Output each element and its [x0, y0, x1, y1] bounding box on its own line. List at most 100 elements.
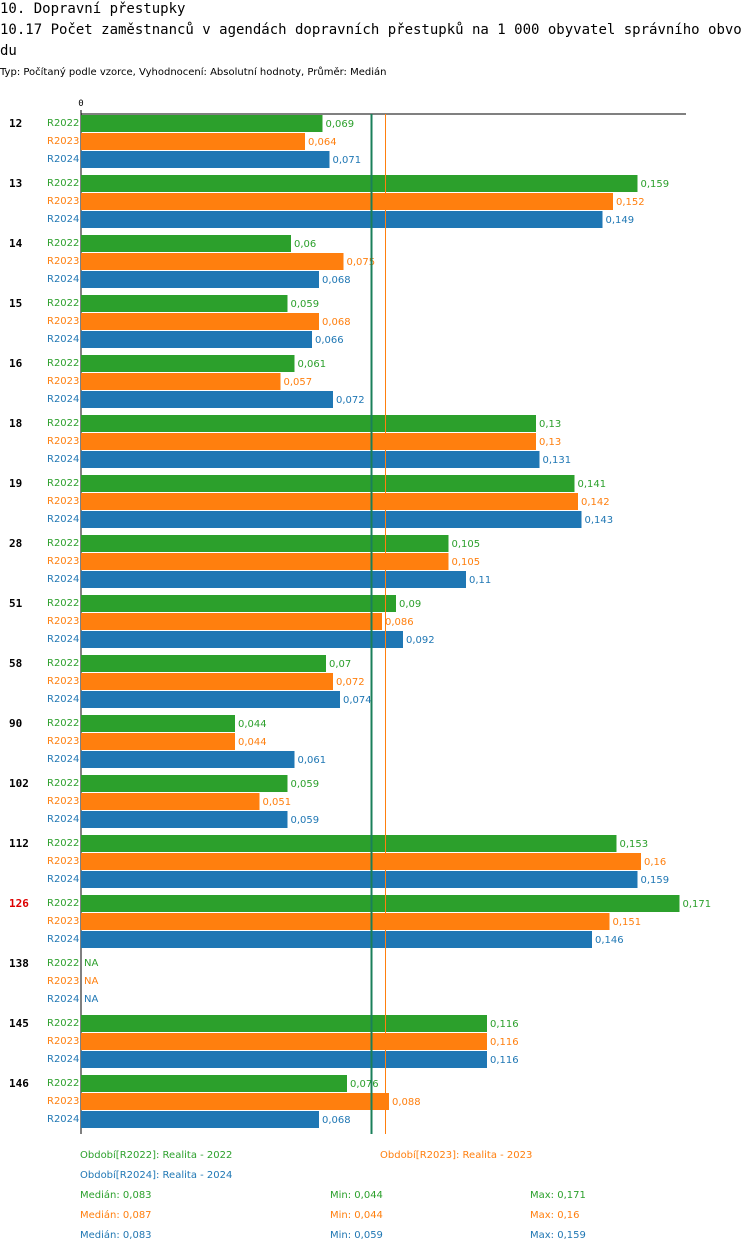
series-label: R2023: [47, 136, 79, 147]
bar: [81, 691, 340, 708]
legend-period-r2022: Období[R2022]: Realita - 2022: [80, 1150, 233, 1161]
chart-subtitle: 10.17 Počet zaměstnanců v agendách dopra…: [0, 22, 742, 59]
value-label: 0,044: [238, 737, 267, 748]
category-label: 12: [9, 117, 22, 130]
bar: [81, 115, 323, 132]
series-label: R2024: [47, 454, 79, 465]
bar: [81, 511, 582, 528]
chart-meta: Typ: Počítaný podle vzorce, Vyhodnocení:…: [0, 67, 387, 78]
series-label: R2024: [47, 994, 79, 1005]
series-label: R2022: [47, 838, 79, 849]
series-label: R2022: [47, 418, 79, 429]
bar: [81, 271, 319, 288]
value-label: 0,13: [539, 437, 561, 448]
bar: [81, 175, 638, 192]
series-label: R2023: [47, 676, 79, 687]
series-label: R2023: [47, 736, 79, 747]
bar: [81, 595, 396, 612]
stat-median-r2023: Medián: 0,087: [80, 1210, 152, 1221]
value-label: 0,069: [326, 119, 355, 130]
value-label: 0,153: [620, 839, 649, 850]
value-label: 0,152: [616, 197, 645, 208]
series-label: R2024: [47, 874, 79, 885]
series-label: R2023: [47, 436, 79, 447]
bar: [81, 715, 235, 732]
value-label: 0,142: [581, 497, 610, 508]
category-label: 19: [9, 477, 22, 490]
stat-median-r2024: Medián: 0,083: [80, 1230, 152, 1241]
value-label: 0,105: [452, 557, 481, 568]
bar: [81, 535, 449, 552]
value-label: 0,072: [336, 677, 365, 688]
stat-max-r2023: Max: 0,16: [530, 1210, 580, 1221]
page-title: 10. Dopravní přestupky: [0, 1, 186, 17]
series-label: R2022: [47, 958, 79, 969]
value-label: 0,064: [308, 137, 337, 148]
series-label: R2024: [47, 514, 79, 525]
value-label: 0,044: [238, 719, 267, 730]
bar: [81, 1111, 319, 1128]
bar: [81, 193, 613, 210]
legend-period-r2024: Období[R2024]: Realita - 2024: [80, 1170, 233, 1181]
series-label: R2023: [47, 256, 79, 267]
series-label: R2022: [47, 298, 79, 309]
series-label: R2022: [47, 118, 79, 129]
bar: [81, 295, 288, 312]
value-label: 0,059: [291, 815, 320, 826]
value-label: NA: [84, 994, 98, 1005]
series-label: R2023: [47, 976, 79, 987]
series-label: R2022: [47, 658, 79, 669]
value-label: 0,072: [336, 395, 365, 406]
bar: [81, 871, 638, 888]
series-label: R2023: [47, 616, 79, 627]
series-label: R2023: [47, 556, 79, 567]
category-label: 90: [9, 717, 22, 730]
value-label: NA: [84, 958, 98, 969]
series-label: R2023: [47, 1096, 79, 1107]
bar: [81, 475, 575, 492]
category-label: 16: [9, 357, 23, 370]
series-label: R2022: [47, 358, 79, 369]
value-label: 0,06: [294, 239, 316, 250]
series-label: R2023: [47, 376, 79, 387]
bar: [81, 1075, 347, 1092]
bar: [81, 775, 288, 792]
category-label: 13: [9, 177, 22, 190]
series-label: R2022: [47, 1078, 79, 1089]
series-label: R2022: [47, 538, 79, 549]
bar: [81, 211, 603, 228]
value-label: 0,051: [263, 797, 292, 808]
series-label: R2022: [47, 1018, 79, 1029]
bar: [81, 451, 540, 468]
bar: [81, 391, 333, 408]
stat-max-r2024: Max: 0,159: [530, 1230, 586, 1241]
category-label: 146: [9, 1077, 29, 1090]
series-label: R2024: [47, 394, 79, 405]
series-label: R2023: [47, 796, 79, 807]
category-label: 102: [9, 777, 29, 790]
bar: [81, 673, 333, 690]
value-label: 0,151: [613, 917, 642, 928]
value-label: 0,159: [641, 179, 670, 190]
category-label: 126: [9, 897, 29, 910]
bar: [81, 853, 641, 870]
series-label: R2022: [47, 778, 79, 789]
series-label: R2022: [47, 478, 79, 489]
value-label: NA: [84, 976, 98, 987]
value-label: 0,076: [350, 1079, 379, 1090]
series-label: R2024: [47, 814, 79, 825]
series-label: R2023: [47, 496, 79, 507]
bar: [81, 895, 680, 912]
value-label: 0,059: [291, 779, 320, 790]
value-label: 0,057: [284, 377, 313, 388]
category-label: 145: [9, 1017, 29, 1030]
bar: [81, 1093, 389, 1110]
value-label: 0,116: [490, 1055, 519, 1066]
value-label: 0,131: [543, 455, 572, 466]
value-label: 0,16: [644, 857, 666, 868]
value-label: 0,068: [322, 1115, 351, 1126]
series-label: R2024: [47, 154, 79, 165]
value-label: 0,075: [347, 257, 376, 268]
bar: [81, 1033, 487, 1050]
value-label: 0,074: [343, 695, 372, 706]
